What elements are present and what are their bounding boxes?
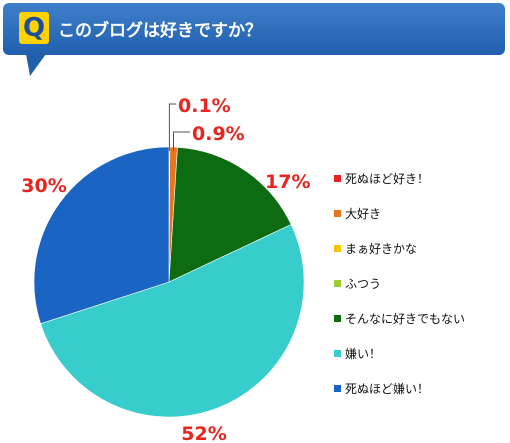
legend-label-4: ふつう bbox=[345, 277, 381, 291]
data-label-1: 0.1% bbox=[178, 95, 231, 117]
legend-swatch-5 bbox=[334, 315, 341, 322]
legend-label-5: そんなに好きでもない bbox=[345, 312, 465, 326]
legend-label-3: まぁ好きかな bbox=[345, 242, 417, 256]
legend-swatch-4 bbox=[334, 280, 341, 287]
data-label-2: 0.9% bbox=[192, 123, 245, 145]
legend-label-6: 嫌い！ bbox=[345, 347, 381, 361]
data-label-5: 17% bbox=[265, 171, 310, 193]
legend-swatch-2 bbox=[334, 210, 341, 217]
legend-swatch-7 bbox=[334, 385, 341, 392]
legend-swatch-1 bbox=[334, 175, 341, 182]
leader-line-1 bbox=[168, 103, 176, 151]
legend-label-2: 大好き bbox=[345, 207, 381, 221]
data-label-6: 52% bbox=[181, 423, 226, 443]
data-labels: 0.1% 0.9% 17% 52% 30% bbox=[21, 95, 310, 443]
page-title: このブログは好きですか？ bbox=[58, 21, 262, 41]
question-header bbox=[3, 3, 505, 55]
pie-slices bbox=[33, 146, 305, 418]
legend-swatch-3 bbox=[334, 245, 341, 252]
leader-line-2 bbox=[173, 131, 190, 152]
speech-bubble-tail bbox=[26, 54, 46, 76]
legend-swatch-6 bbox=[334, 350, 341, 357]
data-label-7: 30% bbox=[21, 175, 66, 197]
pie-slice-7 bbox=[33, 146, 170, 325]
pie-slice-5 bbox=[168, 146, 292, 283]
q-badge-icon: Q bbox=[19, 12, 49, 44]
legend-label-7: 死ぬほど嫌い！ bbox=[345, 382, 429, 396]
pie-slice-6 bbox=[40, 224, 305, 418]
legend-label-1: 死ぬほど好き！ bbox=[345, 172, 429, 186]
